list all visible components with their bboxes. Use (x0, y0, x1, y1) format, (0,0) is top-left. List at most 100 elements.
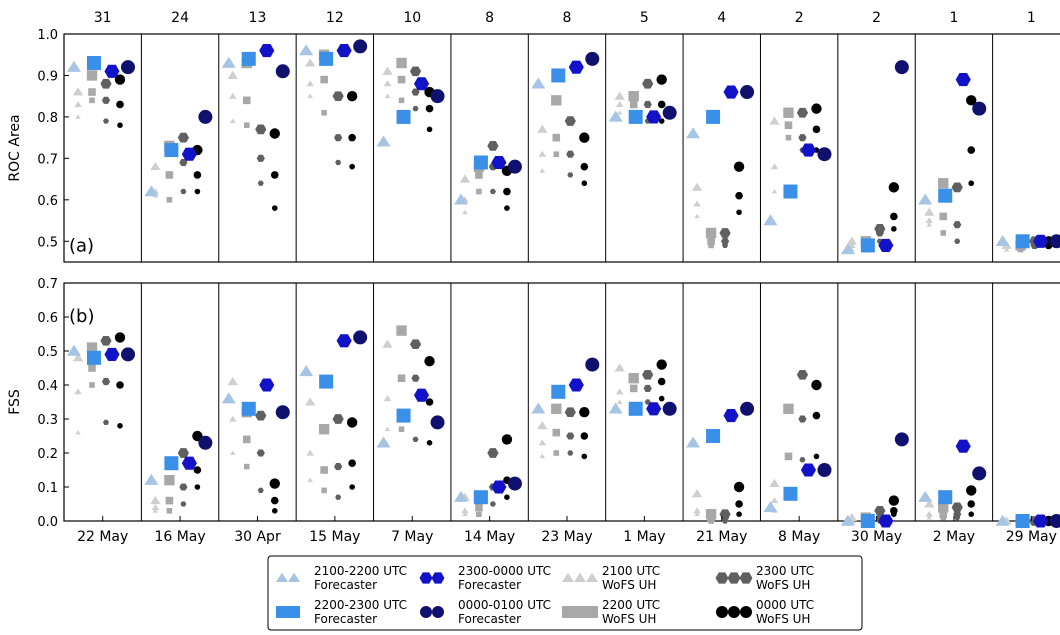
wofs_2200-marker (1017, 246, 1024, 253)
wofs_2300-marker (954, 514, 961, 521)
wofs_0000-marker (348, 133, 356, 142)
wofs_2100-marker (304, 397, 316, 406)
wofs_0000-marker (424, 356, 435, 367)
legend-marker (727, 572, 741, 584)
wofs_2200-marker (628, 90, 639, 102)
fc_2200-marker (319, 374, 334, 389)
legend-marker (739, 572, 753, 584)
wofs_2300-marker (257, 487, 264, 494)
wofs_2300-marker (874, 505, 886, 516)
wofs_2100-marker (72, 87, 84, 96)
fc_0000-marker (972, 101, 987, 116)
fc_2200-marker (783, 486, 798, 501)
wofs_2200-marker (783, 107, 794, 118)
fc_2200-marker (628, 109, 643, 124)
wofs_2100-marker (72, 353, 84, 362)
y-axis-label: ROC Area (7, 114, 23, 181)
fc_2200-marker (860, 238, 875, 253)
fc_0000-marker (353, 330, 368, 345)
wofs_2300-marker (180, 188, 187, 195)
wofs_0000-marker (193, 466, 202, 474)
legend-label: 0000 UTC (756, 598, 814, 612)
wofs_2300-marker (256, 449, 265, 457)
wofs_2200-marker (476, 511, 482, 517)
wofs_2300-marker (101, 378, 111, 386)
count-label: 2 (795, 10, 804, 26)
legend-marker (586, 572, 598, 583)
wofs_0000-marker (966, 485, 977, 496)
y-tick-label: 0.8 (37, 111, 58, 126)
wofs_2300-marker (567, 450, 574, 456)
wofs_2100-marker (769, 116, 780, 125)
fc_2100-marker (299, 365, 314, 377)
wofs_0000-marker (503, 187, 511, 196)
y-tick-label: 0.6 (37, 311, 58, 326)
wofs_2100-marker (848, 241, 856, 248)
wofs_0000-marker (194, 188, 201, 195)
legend-label: Forecaster (458, 612, 521, 626)
fc_0000-marker (817, 147, 832, 162)
wofs_0000-marker (890, 212, 898, 221)
wofs_2200-marker (940, 514, 947, 521)
wofs_0000-marker (194, 484, 201, 490)
fc_0000-marker (1049, 234, 1060, 249)
wofs_2100-marker (925, 510, 934, 517)
fc_2100-marker (531, 77, 546, 89)
legend-marker (562, 606, 574, 618)
wofs_2200-marker (166, 197, 173, 203)
legend-label: WoFS UH (602, 578, 656, 592)
wofs_2300-marker (796, 369, 809, 380)
fc_0000-marker (972, 466, 987, 481)
fc_2200-marker (473, 490, 488, 505)
y-tick-label: 0.3 (37, 413, 58, 428)
wofs_2100-marker (307, 477, 313, 483)
wofs_2100-marker (228, 92, 237, 99)
wofs_2100-marker (384, 93, 391, 99)
wofs_0000-marker (657, 377, 666, 386)
wofs_0000-marker (812, 411, 821, 420)
wofs_2300-marker (102, 419, 110, 426)
fc_2300-marker (646, 110, 662, 124)
fc_2100-marker (840, 514, 855, 526)
wofs_2300-marker (954, 238, 961, 244)
wofs_2100-marker (693, 200, 701, 207)
panel-label: (b) (69, 306, 94, 327)
legend-marker (288, 572, 300, 583)
fc_2200-marker (938, 490, 953, 505)
fc_2300-marker (1033, 234, 1049, 248)
wofs_2300-marker (487, 448, 499, 458)
fc_2300-marker (955, 439, 971, 453)
wofs_2100-marker (539, 168, 546, 173)
fc_2100-marker (299, 44, 314, 56)
legend-marker (288, 606, 300, 618)
y-tick-label: 0.7 (37, 277, 58, 292)
wofs_0000-marker (736, 511, 742, 517)
wofs_2300-marker (798, 134, 807, 142)
fc_2100-marker (531, 402, 546, 414)
fc_0000-marker (894, 60, 909, 75)
wofs_2100-marker (382, 66, 393, 75)
wofs_0000-marker (349, 163, 355, 170)
fc_2300-marker (259, 44, 275, 58)
fc_2200-marker (396, 408, 411, 423)
fc_0000-marker (275, 405, 290, 420)
wofs_2300-marker (177, 132, 189, 143)
wofs_0000-marker (891, 511, 897, 517)
wofs_2300-marker (255, 410, 267, 421)
wofs_2100-marker (693, 507, 701, 514)
wofs_0000-marker (114, 332, 126, 343)
wofs_2100-marker (539, 453, 546, 459)
wofs_2200-marker (628, 373, 639, 384)
fc_0000-marker (585, 51, 600, 66)
wofs_0000-marker (504, 494, 510, 501)
wofs_2200-marker (785, 134, 792, 141)
wofs_0000-marker (270, 496, 279, 505)
wofs_2200-marker (88, 88, 96, 96)
wofs_0000-marker (811, 379, 822, 391)
wofs_0000-marker (733, 481, 745, 493)
fc_2300-marker (104, 64, 120, 78)
